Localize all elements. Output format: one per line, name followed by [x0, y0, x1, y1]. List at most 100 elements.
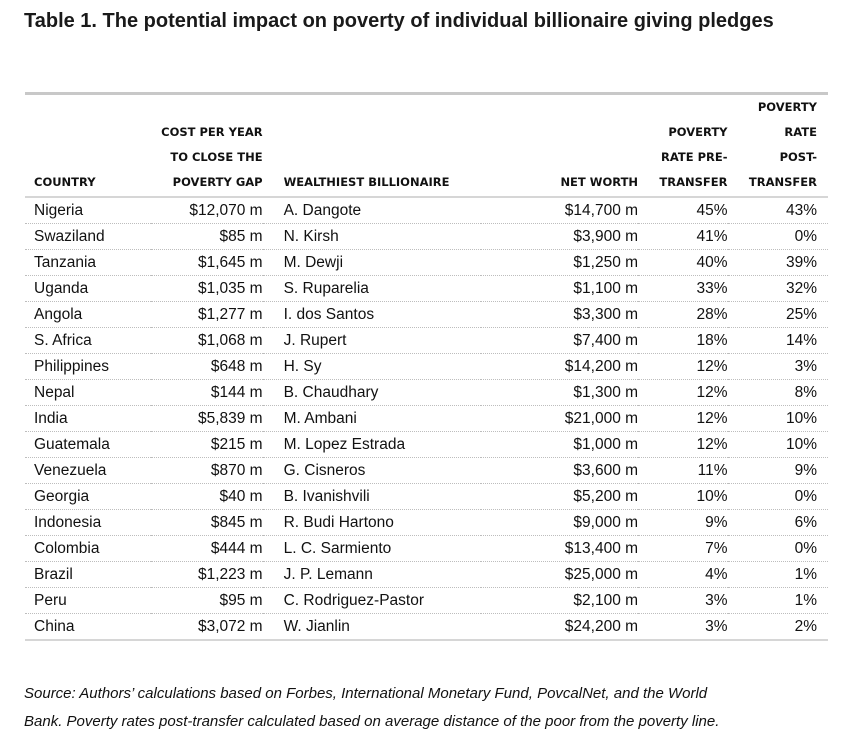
- cell-country: Colombia: [25, 535, 151, 562]
- cell-country: Peru: [25, 587, 151, 614]
- cell-poverty-pre: 4%: [638, 561, 728, 588]
- cell-poverty-pre: 12%: [638, 405, 728, 432]
- cell-poverty-pre: 12%: [638, 431, 728, 458]
- cell-billionaire: B. Ivanishvili: [262, 483, 481, 510]
- header-line: WEALTHIEST BILLIONAIRE: [283, 175, 450, 189]
- cell-billionaire: J. P. Lemann: [262, 561, 481, 588]
- cell-country: Indonesia: [25, 509, 151, 536]
- header-line: TRANSFER: [748, 175, 817, 189]
- cell-poverty-post: 25%: [727, 301, 828, 328]
- cell-net-worth: $1,000 m: [480, 431, 639, 458]
- cell-billionaire: J. Rupert: [262, 327, 481, 354]
- table-row: Colombia $444 m L. C. Sarmiento $13,400 m 7%…: [25, 535, 828, 562]
- table-row: S. Africa $1,068 m J. Rupert $7,400 m 18% 14%: [25, 327, 828, 354]
- cell-country: Swaziland: [25, 223, 151, 250]
- cell-billionaire: M. Dewji: [262, 249, 481, 276]
- header-line: TRANSFER: [659, 175, 728, 189]
- cell-cost: $1,223 m: [150, 561, 263, 588]
- cell-billionaire: H. Sy: [262, 353, 481, 380]
- cell-cost: $40 m: [150, 483, 263, 510]
- cell-poverty-pre: 11%: [638, 457, 728, 484]
- cell-poverty-post: 1%: [727, 561, 828, 588]
- cell-poverty-post: 0%: [727, 483, 828, 510]
- cell-net-worth: $9,000 m: [480, 509, 639, 536]
- cell-country: S. Africa: [25, 327, 151, 354]
- table-row: Philippines $648 m H. Sy $14,200 m 12% 3%: [25, 353, 828, 380]
- cell-net-worth: $21,000 m: [480, 405, 639, 432]
- cell-poverty-post: 10%: [727, 405, 828, 432]
- table-row: India $5,839 m M. Ambani $21,000 m 12% 10%: [25, 405, 828, 432]
- cell-cost: $1,035 m: [150, 275, 263, 302]
- cell-net-worth: $5,200 m: [480, 483, 639, 510]
- cell-cost: $1,645 m: [150, 249, 263, 276]
- cell-poverty-post: 8%: [727, 379, 828, 406]
- cell-billionaire: W. Jianlin: [262, 613, 481, 641]
- cell-poverty-pre: 7%: [638, 535, 728, 562]
- table-title: Table 1. The potential impact on poverty…: [24, 10, 774, 32]
- cell-net-worth: $25,000 m: [480, 561, 639, 588]
- cell-country: Georgia: [25, 483, 151, 510]
- header-line: POVERTY: [668, 125, 728, 139]
- header-line: POST-: [779, 150, 817, 164]
- header-line: COST PER YEAR: [161, 125, 263, 139]
- table-row: Venezuela $870 m G. Cisneros $3,600 m 11% 9%: [25, 457, 828, 484]
- header-net-worth: NET WORTH: [480, 93, 639, 198]
- header-line: POVERTY GAP: [172, 175, 263, 189]
- cell-country: Guatemala: [25, 431, 151, 458]
- table-row: Brazil $1,223 m J. P. Lemann $25,000 m 4% 1%: [25, 561, 828, 588]
- header-line: RATE: [784, 125, 817, 139]
- header-line: COUNTRY: [34, 175, 96, 189]
- cell-net-worth: $14,200 m: [480, 353, 639, 380]
- source-note: Source: Authors’ calculations based on F…: [24, 680, 834, 736]
- cell-poverty-pre: 45%: [638, 197, 728, 224]
- cell-poverty-pre: 3%: [638, 587, 728, 614]
- cell-billionaire: M. Ambani: [262, 405, 481, 432]
- cell-country: Angola: [25, 301, 151, 328]
- cell-net-worth: $2,100 m: [480, 587, 639, 614]
- header-cost: COST PER YEAR TO CLOSE THE POVERTY GAP: [150, 93, 263, 198]
- table-row: Uganda $1,035 m S. Ruparelia $1,100 m 33% 32%: [25, 275, 828, 302]
- cell-billionaire: S. Ruparelia: [262, 275, 481, 302]
- cell-cost: $144 m: [150, 379, 263, 406]
- table-row: Nigeria $12,070 m A. Dangote $14,700 m 45% 43…: [25, 197, 828, 224]
- cell-poverty-post: 39%: [727, 249, 828, 276]
- cell-poverty-pre: 12%: [638, 353, 728, 380]
- table-row: Georgia $40 m B. Ivanishvili $5,200 m 10% 0%: [25, 483, 828, 510]
- cell-net-worth: $3,300 m: [480, 301, 639, 328]
- cell-poverty-post: 6%: [727, 509, 828, 536]
- cell-cost: $1,277 m: [150, 301, 263, 328]
- cell-billionaire: I. dos Santos: [262, 301, 481, 328]
- table-row: Tanzania $1,645 m M. Dewji $1,250 m 40% 39%: [25, 249, 828, 276]
- cell-net-worth: $1,100 m: [480, 275, 639, 302]
- cell-cost: $5,839 m: [150, 405, 263, 432]
- header-country: COUNTRY: [25, 93, 151, 198]
- cell-poverty-pre: 28%: [638, 301, 728, 328]
- cell-poverty-pre: 40%: [638, 249, 728, 276]
- cell-country: Philippines: [25, 353, 151, 380]
- cell-poverty-post: 10%: [727, 431, 828, 458]
- cell-net-worth: $14,700 m: [480, 197, 639, 224]
- cell-cost: $3,072 m: [150, 613, 263, 641]
- cell-cost: $870 m: [150, 457, 263, 484]
- table-row: Nepal $144 m B. Chaudhary $1,300 m 12% 8%: [25, 379, 828, 406]
- table-row: Angola $1,277 m I. dos Santos $3,300 m 28% 25…: [25, 301, 828, 328]
- header-poverty-post: POVERTY RATE POST- TRANSFER: [727, 93, 828, 198]
- cell-poverty-pre: 33%: [638, 275, 728, 302]
- cell-cost: $95 m: [150, 587, 263, 614]
- cell-net-worth: $1,300 m: [480, 379, 639, 406]
- cell-cost: $215 m: [150, 431, 263, 458]
- cell-poverty-pre: 3%: [638, 613, 728, 641]
- cell-poverty-post: 3%: [727, 353, 828, 380]
- cell-net-worth: $24,200 m: [480, 613, 639, 641]
- cell-country: India: [25, 405, 151, 432]
- cell-country: Venezuela: [25, 457, 151, 484]
- cell-net-worth: $1,250 m: [480, 249, 639, 276]
- cell-cost: $1,068 m: [150, 327, 263, 354]
- cell-cost: $444 m: [150, 535, 263, 562]
- cell-cost: $85 m: [150, 223, 263, 250]
- table-row: China $3,072 m W. Jianlin $24,200 m 3% 2%: [25, 613, 828, 641]
- cell-cost: $12,070 m: [150, 197, 263, 224]
- cell-poverty-pre: 41%: [638, 223, 728, 250]
- table-row: Indonesia $845 m R. Budi Hartono $9,000 m 9%…: [25, 509, 828, 536]
